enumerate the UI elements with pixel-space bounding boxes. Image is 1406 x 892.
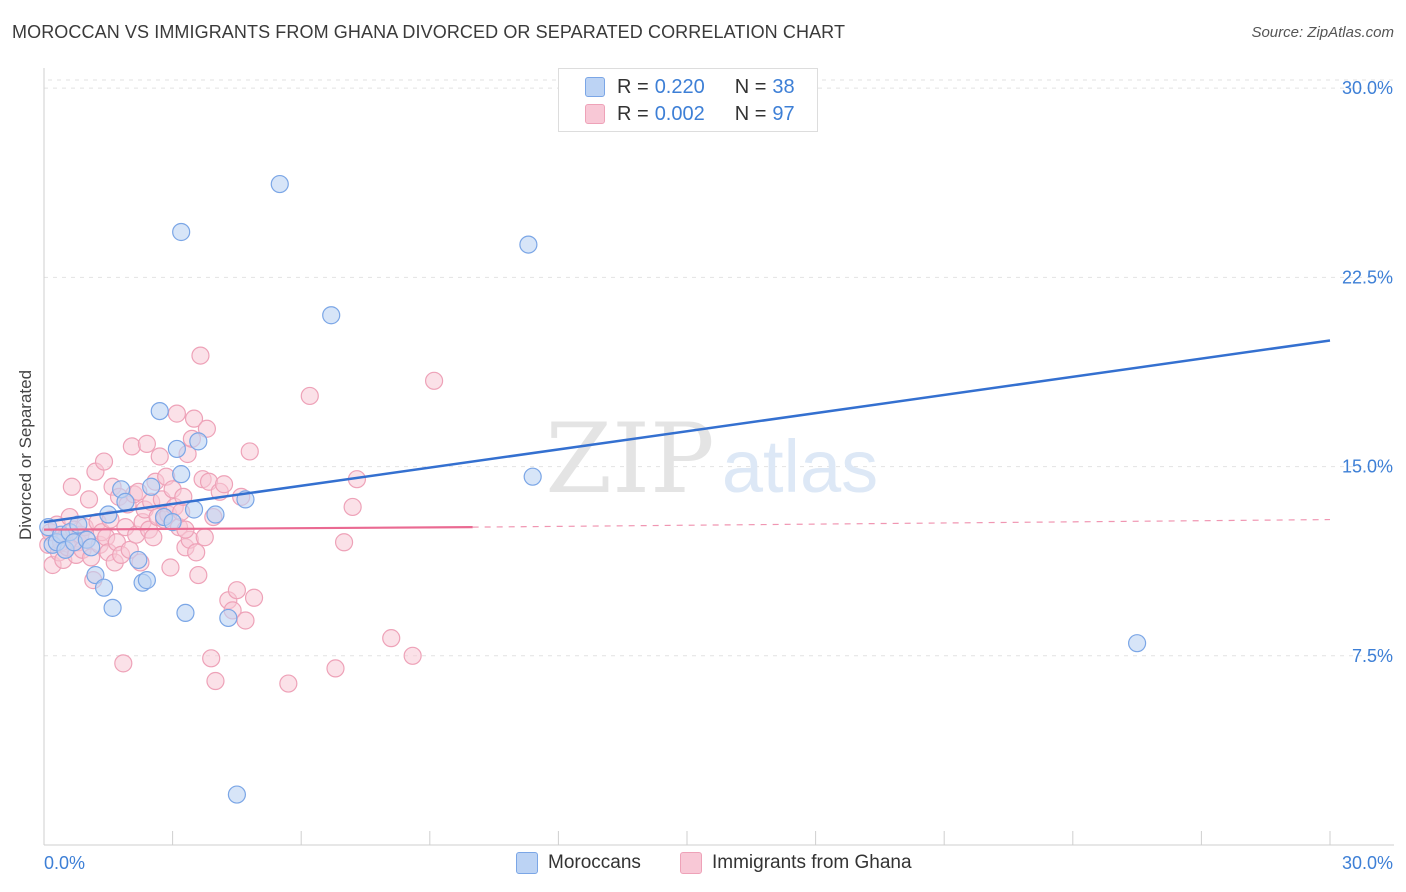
data-point-ghana xyxy=(300,386,319,406)
data-point-moroccan xyxy=(227,785,246,804)
data-point-ghana xyxy=(167,404,186,423)
legend-row-moroccans: R = 0.220 N = 38 xyxy=(585,74,795,100)
y-tick-label: 15.0% xyxy=(1342,457,1393,477)
watermark-zip: ZIP xyxy=(545,403,714,515)
data-point-moroccan xyxy=(137,571,156,590)
legend-r-label: R = xyxy=(617,102,649,125)
x-tick-label: 30.0% xyxy=(1342,853,1393,873)
data-point-ghana xyxy=(94,452,114,471)
data-point-ghana xyxy=(137,434,156,453)
source-credit: Source: ZipAtlas.com xyxy=(1251,24,1394,41)
watermark-atlas: atlas xyxy=(722,425,878,508)
data-point-moroccan xyxy=(189,432,208,451)
legend-n-label: N = xyxy=(734,75,767,98)
data-point-ghana xyxy=(206,671,225,691)
data-point-ghana xyxy=(343,497,362,517)
legend-label-moroccans: Moroccans xyxy=(548,852,641,873)
y-tick-label: 22.5% xyxy=(1342,267,1393,287)
data-point-ghana xyxy=(236,611,255,630)
data-point-ghana xyxy=(187,543,206,562)
legend-r-label: R = xyxy=(617,75,649,98)
legend-n-value: 97 xyxy=(772,102,795,125)
data-point-ghana xyxy=(382,629,401,648)
data-point-ghana xyxy=(122,437,141,456)
watermark: ZIP atlas xyxy=(545,403,878,515)
data-point-ghana xyxy=(79,490,99,509)
data-point-ghana xyxy=(184,409,204,428)
data-point-ghana xyxy=(189,565,208,585)
data-point-moroccan xyxy=(206,505,225,524)
series-ghana-points xyxy=(39,346,444,693)
x-tick-label: 0.0% xyxy=(44,853,85,873)
chart-title: MOROCCAN VS IMMIGRANTS FROM GHANA DIVORC… xyxy=(12,22,846,42)
data-point-moroccan xyxy=(116,492,135,512)
data-point-ghana xyxy=(144,528,163,547)
legend-label-ghana: Immigrants from Ghana xyxy=(712,852,912,873)
data-point-moroccan xyxy=(172,465,191,484)
data-point-ghana xyxy=(424,371,444,390)
data-point-ghana xyxy=(403,646,422,665)
data-point-moroccan xyxy=(150,401,169,421)
legend-swatch-blue xyxy=(585,77,605,97)
gridlines xyxy=(44,79,1394,657)
trend-lines xyxy=(43,339,1331,531)
data-point-moroccan xyxy=(176,603,195,623)
data-point-ghana xyxy=(202,649,221,668)
data-point-ghana xyxy=(244,588,264,607)
series-legend: Moroccans Immigrants from Ghana xyxy=(0,852,1406,878)
data-point-moroccan xyxy=(129,550,148,570)
data-point-moroccan xyxy=(322,306,341,325)
legend-r-value: 0.220 xyxy=(654,75,705,98)
data-point-ghana xyxy=(279,674,298,693)
legend-n-label: N = xyxy=(734,102,767,125)
legend-swatch-pink xyxy=(680,852,702,874)
data-point-moroccan xyxy=(142,477,161,496)
data-point-ghana xyxy=(191,346,210,365)
legend-item-ghana[interactable]: Immigrants from Ghana xyxy=(680,852,912,874)
data-point-moroccan xyxy=(82,538,101,557)
trend-line-ghana xyxy=(43,526,473,531)
data-point-ghana xyxy=(334,533,354,552)
legend-r-value: 0.002 xyxy=(654,102,705,125)
legend-row-ghana: R = 0.002 N = 97 xyxy=(585,101,795,127)
data-point-ghana xyxy=(161,558,180,577)
data-point-moroccan xyxy=(219,608,238,628)
axes xyxy=(43,68,1394,846)
data-point-moroccan xyxy=(94,578,114,597)
y-tick-label: 30.0% xyxy=(1342,78,1393,98)
legend-swatch-blue xyxy=(516,852,538,874)
stats-legend: R = 0.220 N = 38 R = 0.002 N = 97 xyxy=(558,68,818,132)
data-point-ghana xyxy=(214,475,234,494)
trend-line-ghana-extension xyxy=(472,518,1331,528)
data-point-ghana xyxy=(114,654,133,673)
data-point-moroccan xyxy=(1127,634,1147,653)
data-point-ghana xyxy=(197,419,216,438)
data-point-moroccan xyxy=(519,235,538,254)
data-point-moroccan xyxy=(167,439,186,459)
data-point-moroccan xyxy=(184,500,204,519)
data-point-moroccan xyxy=(523,467,542,486)
data-point-ghana xyxy=(62,477,81,496)
data-point-ghana xyxy=(227,581,246,600)
data-point-moroccan xyxy=(163,512,182,532)
data-point-ghana xyxy=(326,659,345,678)
data-point-ghana xyxy=(150,447,169,466)
y-tick-label: 7.5% xyxy=(1352,646,1393,666)
data-point-ghana xyxy=(195,528,214,547)
legend-swatch-pink xyxy=(585,104,605,124)
data-point-ghana xyxy=(240,442,259,461)
series-moroccans-points xyxy=(39,174,1147,804)
legend-n-value: 38 xyxy=(772,75,795,98)
data-point-moroccan xyxy=(103,598,122,617)
trend-line-moroccans xyxy=(43,339,1331,524)
data-point-moroccan xyxy=(172,222,191,242)
legend-item-moroccans[interactable]: Moroccans xyxy=(516,852,641,874)
data-point-moroccan xyxy=(270,174,289,194)
tick-labels: 7.5% 15.0% 22.5% 30.0% 0.0% 30.0% xyxy=(44,78,1393,873)
data-point-moroccan xyxy=(86,565,105,585)
